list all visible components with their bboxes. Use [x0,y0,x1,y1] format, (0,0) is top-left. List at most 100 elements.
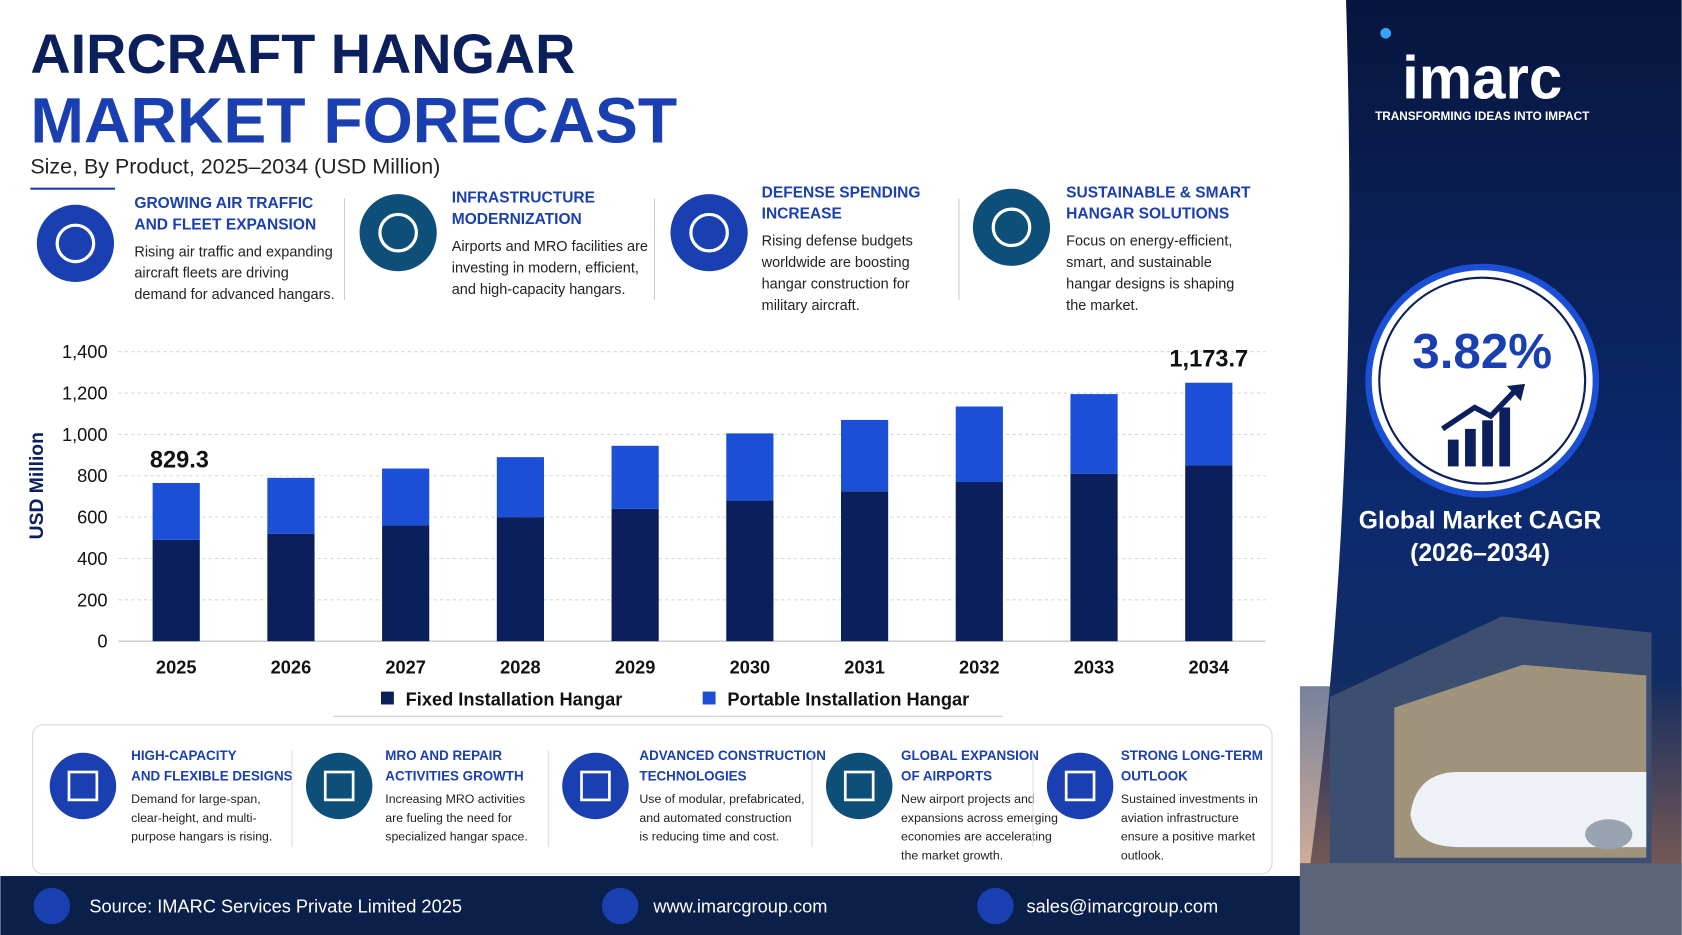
bar-segment [382,468,430,526]
bar-segment [955,406,1003,482]
driver-text: clear-height, and multi- [131,811,256,825]
legend-swatch [381,691,394,705]
driver-icon [825,752,893,820]
driver-icon [36,204,115,283]
y-tick-label: 1,000 [62,425,108,445]
driver-text: hangar construction for [762,276,910,292]
driver-icon-inner [55,223,96,264]
driver-title: AND FLEXIBLE DESIGNS [131,769,293,784]
driver-text: Increasing MRO activities [385,792,525,806]
driver-text: Focus on energy-efficient, [1066,234,1232,250]
x-tick-label: 2028 [500,657,541,677]
footer-website[interactable]: www.imarcgroup.com [652,896,827,916]
bar-segment [841,419,889,492]
driver-title: GLOBAL EXPANSION [901,748,1039,763]
footer-email[interactable]: sales@imarcgroup.com [1026,896,1218,916]
driver-text: economies are accelerating [901,830,1052,844]
driver-title: OF AIRPORTS [901,769,992,784]
x-tick-label: 2025 [156,657,197,677]
driver-text: and high-capacity hangars. [452,282,626,298]
x-tick-label: 2030 [730,657,771,677]
footer-icon [601,887,639,925]
y-tick-label: 600 [77,508,107,528]
driver-text: Rising air traffic and expanding [134,244,332,260]
driver-text: the market. [1066,298,1138,314]
driver-text: the market growth. [901,848,1003,862]
legend-label: Portable Installation Hangar [727,690,969,710]
x-tick-label: 2029 [615,657,656,677]
driver-title: ACTIVITIES GROWTH [385,769,523,784]
driver-icon-inner [67,770,99,802]
driver-text: hangar designs is shaping [1066,276,1234,292]
cagr-period: (2026–2034) [1410,540,1550,567]
driver-title: ADVANCED CONSTRUCTION [639,748,825,763]
driver-title: DEFENSE SPENDING [762,184,921,201]
x-tick-label: 2026 [271,657,312,677]
subtitle: Size, By Product, 2025–2034 (USD Million… [30,155,440,179]
driver-text: is reducing time and cost. [639,830,779,844]
driver-text: purpose hangars is rising. [131,830,272,844]
driver-icon-inner [843,770,875,802]
driver-text: aircraft fleets are driving [134,266,288,282]
bar-segment [267,533,315,642]
bar-segment [1070,473,1118,642]
driver-icon [305,752,373,820]
driver-icon [972,188,1051,266]
footer [0,876,1300,935]
driver-icon [562,752,629,820]
y-tick-label: 0 [97,632,107,652]
y-tick-label: 1,200 [62,383,108,403]
driver-title: INCREASE [762,206,842,223]
x-tick-label: 2031 [844,657,885,677]
footer-icon [33,887,71,925]
bar-segment [382,525,430,642]
driver-text: aviation infrastructure [1121,811,1239,825]
driver-text: Airports and MRO facilities are [452,239,648,255]
driver-text: outlook. [1121,848,1164,862]
y-tick-label: 800 [77,466,107,486]
driver-text: military aircraft. [762,298,860,314]
driver-icon-inner [378,212,418,253]
driver-icon [1046,752,1114,820]
driver-icon [49,752,117,820]
driver-text: New airport projects and [901,792,1035,806]
bar-segment [496,517,544,642]
driver-text: smart, and sustainable [1066,255,1212,271]
bar-segment [955,481,1003,642]
apron [1299,863,1682,935]
driver-title: STRONG LONG-TERM [1121,748,1263,763]
title-line2: MARKET FORECAST [30,85,677,157]
annotation: 829.3 [150,447,209,473]
bar-segment [726,433,774,501]
footer-source: Source: IMARC Services Private Limited 2… [89,896,462,916]
driver-text: Rising defense budgets [762,234,913,250]
driver-icon-inner [580,770,611,802]
cagr-label: Global Market CAGR [1359,508,1602,535]
driver-title: OUTLOOK [1121,769,1188,784]
x-tick-label: 2034 [1189,657,1230,677]
driver-text: Sustained investments in [1121,792,1258,806]
cagr-ring [1378,276,1587,485]
driver-text: expansions across emerging [901,811,1058,825]
bar-segment [841,491,889,642]
driver-title: INFRASTRUCTURE [452,190,595,207]
y-tick-label: 400 [77,549,107,569]
bar-segment [611,445,659,509]
driver-title: HANGAR SOLUTIONS [1066,206,1229,223]
legend-swatch [702,691,716,705]
y-tick-label: 1,400 [62,342,108,362]
driver-title: GROWING AIR TRAFFIC [134,195,313,212]
legend-label: Fixed Installation Hangar [406,690,623,710]
driver-text: demand for advanced hangars. [134,287,334,303]
driver-text: ensure a positive market [1121,830,1256,844]
driver-text: investing in modern, efficient, [452,260,639,276]
tagline: TRANSFORMING IDEAS INTO IMPACT [1375,110,1590,123]
bar-segment [1070,394,1118,474]
driver-text: are fueling the need for [385,811,512,825]
driver-icon [670,194,748,272]
bar-segment [611,508,659,642]
driver-title: MODERNIZATION [452,211,582,228]
driver-icon-inner [991,207,1032,248]
bar-segment [726,500,774,642]
